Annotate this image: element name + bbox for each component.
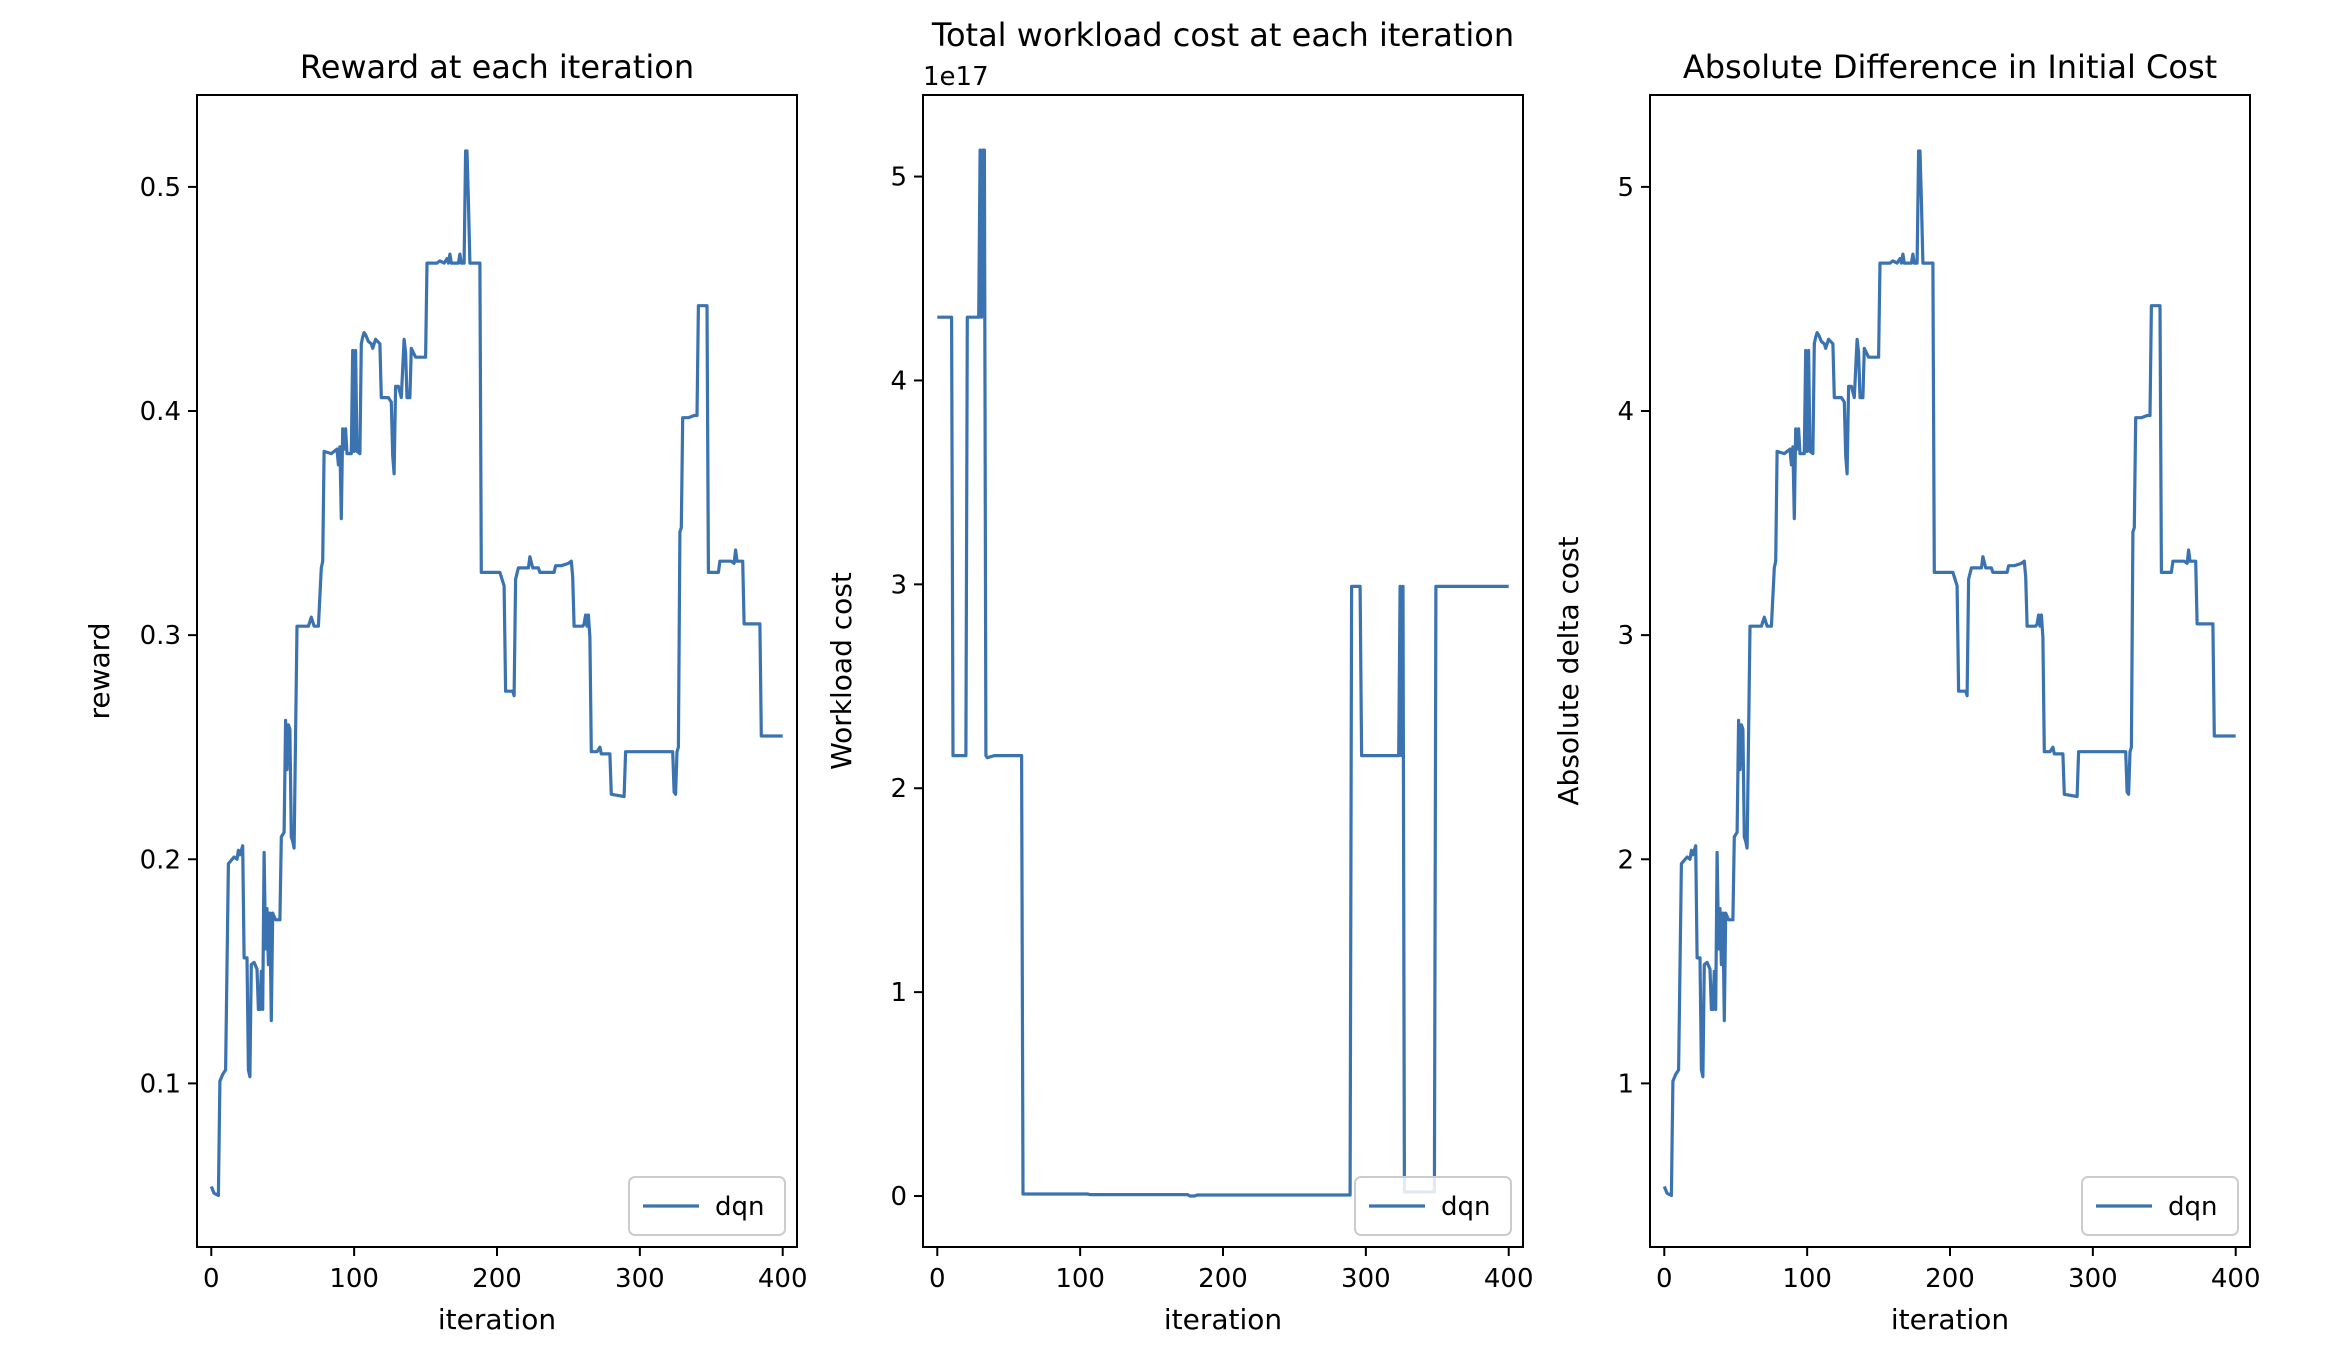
axis-offset-text: 1e17 xyxy=(923,62,989,92)
legend-label-dqn: dqn xyxy=(715,1192,765,1222)
series-line-dqn xyxy=(209,149,783,1198)
x-axis-label: iteration xyxy=(1891,1303,2009,1336)
y-axis-label: Absolute delta cost xyxy=(1552,536,1585,805)
y-tick-label: 4 xyxy=(1617,397,1634,427)
x-axis-label: iteration xyxy=(438,1303,556,1336)
x-tick-label: 100 xyxy=(1782,1264,1832,1294)
y-axis-label: Workload cost xyxy=(825,572,858,770)
legend: dqn xyxy=(628,1176,786,1236)
y-tick-label: 3 xyxy=(890,570,907,600)
y-tick-label: 1 xyxy=(1617,1069,1634,1099)
y-tick-label: 5 xyxy=(890,163,907,193)
y-tick-label: 0.5 xyxy=(140,173,181,203)
x-tick-label: 300 xyxy=(2068,1264,2118,1294)
x-tick-label: 100 xyxy=(1055,1264,1105,1294)
y-tick-label: 0 xyxy=(890,1182,907,1212)
y-tick-label: 0.2 xyxy=(140,845,181,875)
x-tick-label: 200 xyxy=(1925,1264,1975,1294)
chart-title: Total workload cost at each iteration xyxy=(931,16,1514,54)
y-tick-label: 3 xyxy=(1617,621,1634,651)
chart-title: Absolute Difference in Initial Cost xyxy=(1683,48,2217,86)
x-tick-label: 300 xyxy=(1341,1264,1391,1294)
legend-box xyxy=(2081,1176,2239,1236)
chart-3: Absolute Difference in Initial Cost 0 100 2… xyxy=(1552,48,2261,1336)
chart-1: Reward at each iteration 0 100 200 300 400 0.1… xyxy=(83,48,808,1336)
x-axis-label: iteration xyxy=(1164,1303,1282,1336)
y-tick-label: 4 xyxy=(890,366,907,396)
legend: dqn xyxy=(1354,1176,1512,1236)
y-tick-label: 2 xyxy=(1617,845,1634,875)
y-tick-label: 0.3 xyxy=(140,621,181,651)
series-line-dqn xyxy=(937,148,1509,1198)
x-tick-label: 400 xyxy=(1484,1264,1534,1294)
axes-frame xyxy=(922,94,1524,1248)
x-tick-label: 300 xyxy=(615,1264,665,1294)
legend-label-dqn: dqn xyxy=(1441,1192,1491,1222)
x-tick-label: 0 xyxy=(203,1264,220,1294)
legend-box xyxy=(628,1176,786,1236)
x-tick-label: 400 xyxy=(2211,1264,2261,1294)
y-tick-label: 5 xyxy=(1617,173,1634,203)
x-tick-label: 200 xyxy=(472,1264,522,1294)
y-axis-label: reward xyxy=(83,623,116,720)
series-line-dqn xyxy=(1662,149,2236,1198)
axes-frame xyxy=(196,94,798,1248)
legend: dqn xyxy=(2081,1176,2239,1236)
x-tick-label: 0 xyxy=(1656,1264,1673,1294)
legend-label-dqn: dqn xyxy=(2168,1192,2218,1222)
x-tick-label: 200 xyxy=(1198,1264,1248,1294)
chart-title: Reward at each iteration xyxy=(300,48,694,86)
legend-box xyxy=(1354,1176,1512,1236)
y-tick-label: 2 xyxy=(890,774,907,804)
y-tick-label: 0.1 xyxy=(140,1069,181,1099)
x-tick-label: 0 xyxy=(929,1264,946,1294)
x-tick-label: 400 xyxy=(758,1264,808,1294)
x-tick-label: 100 xyxy=(329,1264,379,1294)
y-tick-label: 0.4 xyxy=(140,397,181,427)
y-tick-label: 1 xyxy=(890,978,907,1008)
axes-frame xyxy=(1649,94,2251,1248)
